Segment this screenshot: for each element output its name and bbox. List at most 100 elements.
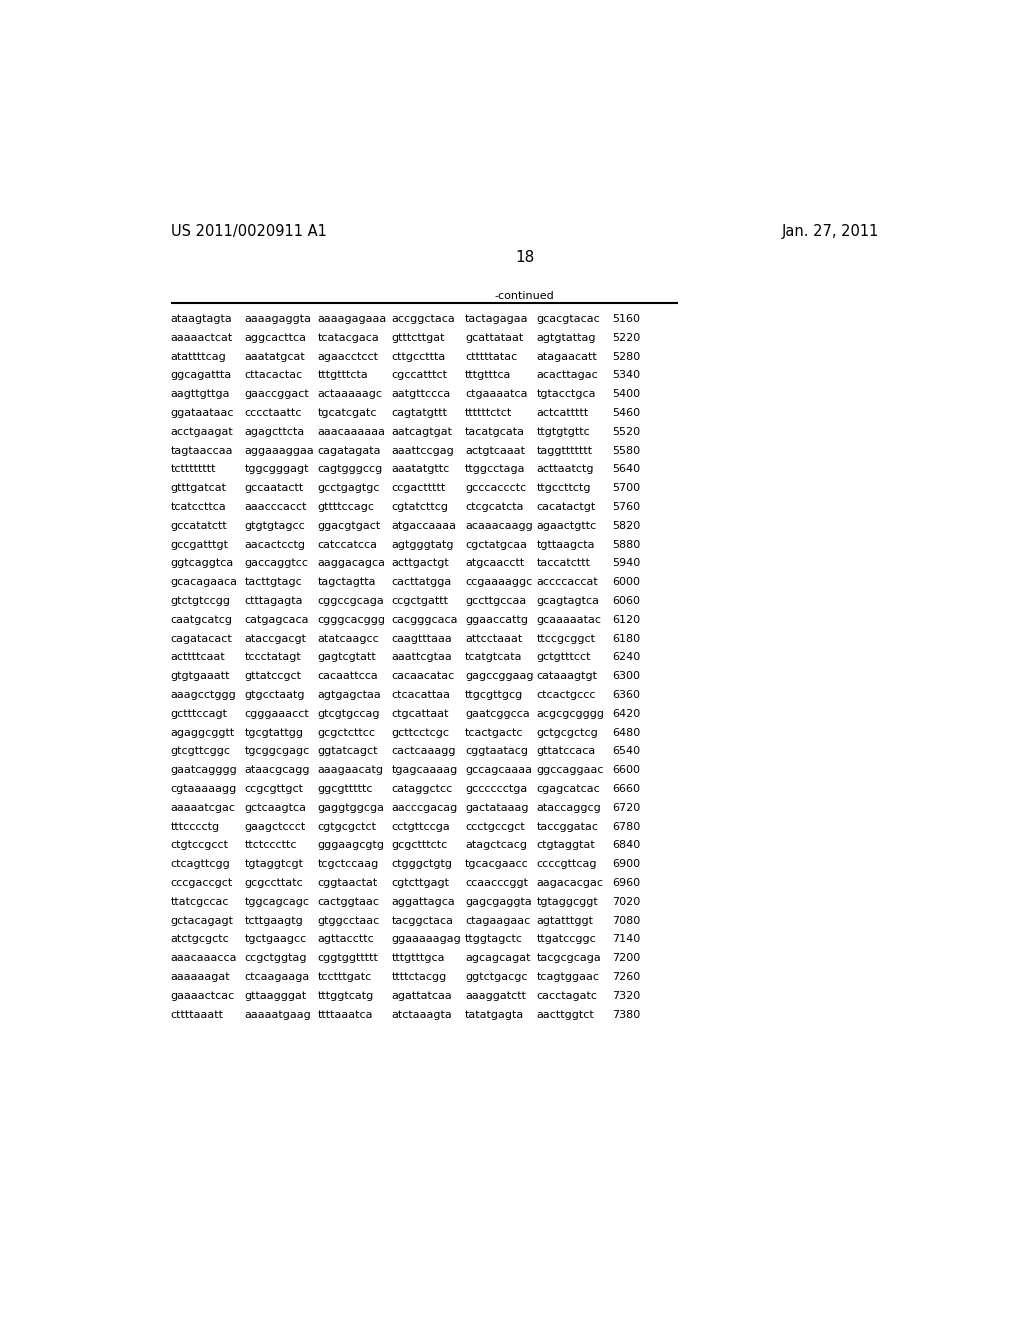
Text: tgcatcgatc: tgcatcgatc xyxy=(317,408,378,418)
Text: agcagcagat: agcagcagat xyxy=(465,953,530,964)
Text: 5640: 5640 xyxy=(612,465,640,474)
Text: 6480: 6480 xyxy=(612,727,641,738)
Text: accggctaca: accggctaca xyxy=(391,314,456,323)
Text: ttgatccggc: ttgatccggc xyxy=(537,935,596,944)
Text: ccccgttcag: ccccgttcag xyxy=(537,859,597,869)
Text: cgtaaaaagg: cgtaaaaagg xyxy=(171,784,237,795)
Text: gaaccggact: gaaccggact xyxy=(245,389,309,399)
Text: ccgaaaaggc: ccgaaaaggc xyxy=(465,577,532,587)
Text: tgctgaagcc: tgctgaagcc xyxy=(245,935,306,944)
Text: catgagcaca: catgagcaca xyxy=(245,615,309,624)
Text: tcactgactc: tcactgactc xyxy=(465,727,523,738)
Text: ggcagattta: ggcagattta xyxy=(171,371,231,380)
Text: 6240: 6240 xyxy=(612,652,641,663)
Text: ggaaccattg: ggaaccattg xyxy=(465,615,528,624)
Text: atgcaacctt: atgcaacctt xyxy=(465,558,524,569)
Text: cgtcttgagt: cgtcttgagt xyxy=(391,878,450,888)
Text: gttttccagc: gttttccagc xyxy=(317,502,375,512)
Text: gtggcctaac: gtggcctaac xyxy=(317,916,380,925)
Text: tggcagcagc: tggcagcagc xyxy=(245,896,309,907)
Text: 5160: 5160 xyxy=(612,314,640,323)
Text: taccatcttt: taccatcttt xyxy=(537,558,591,569)
Text: tcgctccaag: tcgctccaag xyxy=(317,859,379,869)
Text: taggttttttt: taggttttttt xyxy=(537,446,593,455)
Text: 6660: 6660 xyxy=(612,784,640,795)
Text: aaatatgcat: aaatatgcat xyxy=(245,351,305,362)
Text: cagtatgttt: cagtatgttt xyxy=(391,408,447,418)
Text: 6000: 6000 xyxy=(612,577,640,587)
Text: gtgtgtagcc: gtgtgtagcc xyxy=(245,521,305,531)
Text: cgggcacggg: cgggcacggg xyxy=(317,615,386,624)
Text: 7380: 7380 xyxy=(612,1010,641,1019)
Text: tttgtttcta: tttgtttcta xyxy=(317,371,369,380)
Text: atagaacatt: atagaacatt xyxy=(537,351,597,362)
Text: atctgcgctc: atctgcgctc xyxy=(171,935,229,944)
Text: tgtaggtcgt: tgtaggtcgt xyxy=(245,859,303,869)
Text: ccgcgttgct: ccgcgttgct xyxy=(245,784,303,795)
Text: tgtacctgca: tgtacctgca xyxy=(537,389,596,399)
Text: agtgggtatg: agtgggtatg xyxy=(391,540,454,549)
Text: 5520: 5520 xyxy=(612,426,640,437)
Text: ggtctgacgc: ggtctgacgc xyxy=(465,972,527,982)
Text: ggataataac: ggataataac xyxy=(171,408,234,418)
Text: cgccatttct: cgccatttct xyxy=(391,371,447,380)
Text: gcacgtacac: gcacgtacac xyxy=(537,314,600,323)
Text: tgcgtattgg: tgcgtattgg xyxy=(245,727,303,738)
Text: aaattcgtaa: aaattcgtaa xyxy=(391,652,453,663)
Text: aaacccacct: aaacccacct xyxy=(245,502,307,512)
Text: atgaccaaaa: atgaccaaaa xyxy=(391,521,457,531)
Text: cttacactac: cttacactac xyxy=(245,371,302,380)
Text: -continued: -continued xyxy=(495,290,555,301)
Text: atctaaagta: atctaaagta xyxy=(391,1010,453,1019)
Text: agtgagctaa: agtgagctaa xyxy=(317,690,382,700)
Text: ctttttatac: ctttttatac xyxy=(465,351,517,362)
Text: 6960: 6960 xyxy=(612,878,640,888)
Text: ggccaggaac: ggccaggaac xyxy=(537,766,604,775)
Text: Jan. 27, 2011: Jan. 27, 2011 xyxy=(781,224,879,239)
Text: cggccgcaga: cggccgcaga xyxy=(317,595,385,606)
Text: 5700: 5700 xyxy=(612,483,640,494)
Text: aaaggatctt: aaaggatctt xyxy=(465,991,526,1001)
Text: 6420: 6420 xyxy=(612,709,641,719)
Text: aaaaaagat: aaaaaagat xyxy=(171,972,230,982)
Text: ccaacccggt: ccaacccggt xyxy=(465,878,528,888)
Text: ttggcctaga: ttggcctaga xyxy=(465,465,525,474)
Text: ccgacttttt: ccgacttttt xyxy=(391,483,445,494)
Text: cacaacatac: cacaacatac xyxy=(391,671,455,681)
Text: ggcgtttttc: ggcgtttttc xyxy=(317,784,374,795)
Text: tctttttttt: tctttttttt xyxy=(171,465,216,474)
Text: gcgccttatc: gcgccttatc xyxy=(245,878,303,888)
Text: actgtcaaat: actgtcaaat xyxy=(465,446,525,455)
Text: gcattataat: gcattataat xyxy=(465,333,523,343)
Text: ctcactgccc: ctcactgccc xyxy=(537,690,596,700)
Text: tcatacgaca: tcatacgaca xyxy=(317,333,380,343)
Text: aatgttccca: aatgttccca xyxy=(391,389,451,399)
Text: ttgcgttgcg: ttgcgttgcg xyxy=(465,690,523,700)
Text: 6300: 6300 xyxy=(612,671,640,681)
Text: accccaccat: accccaccat xyxy=(537,577,598,587)
Text: aacccgacag: aacccgacag xyxy=(391,803,458,813)
Text: cctgttccga: cctgttccga xyxy=(391,821,451,832)
Text: cgagcatcac: cgagcatcac xyxy=(537,784,600,795)
Text: aaacaaacca: aaacaaacca xyxy=(171,953,238,964)
Text: ctgaaaatca: ctgaaaatca xyxy=(465,389,527,399)
Text: 7020: 7020 xyxy=(612,896,641,907)
Text: aaacaaaaaa: aaacaaaaaa xyxy=(317,426,386,437)
Text: tggcgggagt: tggcgggagt xyxy=(245,465,309,474)
Text: ctgtccgcct: ctgtccgcct xyxy=(171,841,228,850)
Text: gccagcaaaa: gccagcaaaa xyxy=(465,766,532,775)
Text: cttgccttta: cttgccttta xyxy=(391,351,445,362)
Text: tacggctaca: tacggctaca xyxy=(391,916,454,925)
Text: 5340: 5340 xyxy=(612,371,640,380)
Text: tttgtttca: tttgtttca xyxy=(465,371,512,380)
Text: ataagtagta: ataagtagta xyxy=(171,314,232,323)
Text: gcgctttctc: gcgctttctc xyxy=(391,841,447,850)
Text: atagctcacg: atagctcacg xyxy=(465,841,527,850)
Text: 5220: 5220 xyxy=(612,333,641,343)
Text: tcatgtcata: tcatgtcata xyxy=(465,652,522,663)
Text: acaaacaagg: acaaacaagg xyxy=(465,521,532,531)
Text: gtctgtccgg: gtctgtccgg xyxy=(171,595,230,606)
Text: 6900: 6900 xyxy=(612,859,640,869)
Text: gcgctcttcc: gcgctcttcc xyxy=(317,727,376,738)
Text: tagtaaccaa: tagtaaccaa xyxy=(171,446,233,455)
